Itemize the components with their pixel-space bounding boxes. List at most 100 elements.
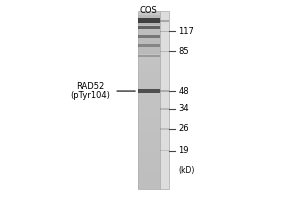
Bar — [138, 184, 160, 187]
Bar — [138, 84, 160, 85]
Bar — [138, 145, 160, 147]
Bar — [138, 187, 160, 189]
Bar — [138, 105, 160, 107]
Bar — [138, 66, 160, 67]
Bar — [138, 98, 160, 100]
Bar — [160, 51, 169, 52]
Bar — [138, 57, 160, 58]
Bar — [138, 86, 160, 87]
Bar — [138, 122, 160, 125]
Bar — [138, 25, 160, 26]
Bar — [138, 170, 160, 172]
Bar — [138, 127, 160, 130]
Bar — [138, 18, 160, 23]
Bar — [138, 65, 160, 66]
Bar — [160, 31, 169, 32]
Bar — [138, 44, 160, 47]
Bar — [138, 49, 160, 50]
Bar — [138, 147, 160, 150]
Bar — [138, 71, 160, 72]
Bar — [160, 128, 169, 130]
Bar — [138, 135, 160, 137]
Bar — [138, 77, 160, 78]
Bar — [138, 179, 160, 182]
Text: RAD52: RAD52 — [76, 82, 104, 91]
Bar — [138, 43, 160, 44]
Bar — [138, 107, 160, 110]
Text: 48: 48 — [178, 87, 189, 96]
Bar — [138, 177, 160, 179]
Bar — [138, 89, 160, 93]
Bar — [138, 150, 160, 152]
Bar — [138, 63, 160, 64]
Bar — [138, 28, 160, 29]
Bar — [138, 73, 160, 74]
Bar — [138, 18, 160, 19]
Bar — [160, 20, 169, 22]
Text: COS: COS — [140, 6, 158, 15]
Bar — [138, 58, 160, 59]
Bar — [138, 125, 160, 127]
Bar — [138, 36, 160, 37]
Bar — [138, 110, 160, 112]
Bar — [138, 59, 160, 60]
Text: 19: 19 — [178, 146, 189, 155]
Bar — [138, 155, 160, 157]
Bar — [138, 30, 160, 31]
Bar — [138, 68, 160, 69]
Bar — [138, 19, 160, 20]
Bar — [138, 20, 160, 21]
Text: 117: 117 — [178, 27, 194, 36]
Bar — [138, 172, 160, 174]
Bar — [138, 85, 160, 86]
Text: 34: 34 — [178, 104, 189, 113]
Bar — [138, 112, 160, 115]
Bar — [138, 45, 160, 46]
Bar — [138, 37, 160, 38]
Bar — [138, 64, 160, 65]
Bar — [138, 78, 160, 79]
Bar — [138, 75, 160, 76]
Bar — [138, 35, 160, 36]
Bar — [138, 26, 160, 27]
Bar — [138, 167, 160, 170]
Bar — [138, 51, 160, 52]
Text: 85: 85 — [178, 47, 189, 56]
Text: 26: 26 — [178, 124, 189, 133]
Bar — [138, 160, 160, 162]
Bar — [138, 70, 160, 71]
Bar — [138, 67, 160, 68]
Bar — [138, 83, 160, 84]
Bar — [138, 23, 160, 24]
Bar — [138, 152, 160, 155]
Bar — [138, 39, 160, 40]
Bar — [138, 56, 160, 57]
Bar — [138, 165, 160, 167]
Bar — [138, 54, 160, 55]
Bar — [138, 115, 160, 117]
Bar — [138, 140, 160, 142]
Bar — [138, 60, 160, 61]
Bar — [138, 174, 160, 177]
Bar — [138, 132, 160, 135]
Bar — [138, 44, 160, 45]
Bar — [138, 31, 160, 32]
Bar — [138, 72, 160, 73]
Bar — [138, 52, 160, 53]
Bar — [138, 33, 160, 34]
Bar — [138, 16, 160, 17]
Bar — [138, 34, 160, 35]
Bar — [138, 157, 160, 160]
Bar — [138, 29, 160, 30]
Bar — [138, 89, 160, 90]
Bar — [138, 137, 160, 140]
Bar — [138, 102, 160, 105]
Bar — [138, 142, 160, 145]
Bar — [138, 42, 160, 43]
Bar — [160, 108, 169, 110]
Bar — [138, 182, 160, 184]
Bar — [138, 76, 160, 77]
Bar — [138, 40, 160, 41]
Bar — [138, 117, 160, 120]
Bar — [138, 87, 160, 88]
